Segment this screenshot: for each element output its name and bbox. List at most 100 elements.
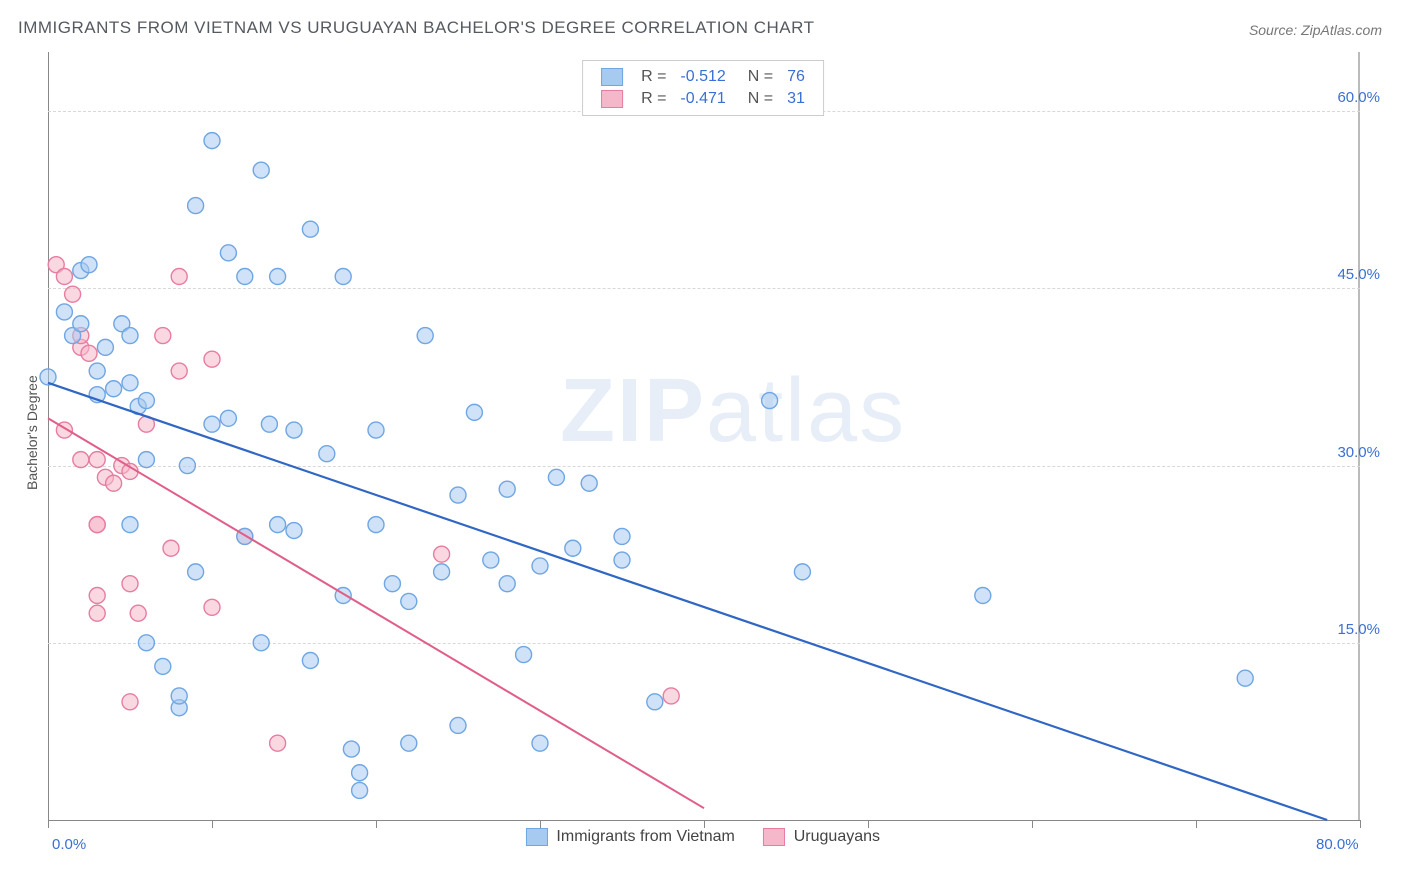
scatter-point xyxy=(188,564,204,580)
legend-swatch-vietnam xyxy=(601,68,623,86)
scatter-point xyxy=(138,452,154,468)
scatter-point xyxy=(106,475,122,491)
scatter-point xyxy=(130,605,146,621)
r-value-uruguay: -0.471 xyxy=(674,89,731,109)
scatter-point xyxy=(155,658,171,674)
scatter-point xyxy=(384,576,400,592)
y-axis-label: Bachelor's Degree xyxy=(24,375,40,490)
scatter-point xyxy=(794,564,810,580)
scatter-point xyxy=(171,268,187,284)
scatter-point xyxy=(368,422,384,438)
scatter-point xyxy=(171,363,187,379)
scatter-point xyxy=(81,345,97,361)
scatter-point xyxy=(532,558,548,574)
scatter-point xyxy=(220,245,236,261)
scatter-point xyxy=(368,517,384,533)
scatter-point xyxy=(188,198,204,214)
scatter-point xyxy=(286,523,302,539)
x-tick xyxy=(212,820,213,828)
scatter-point xyxy=(352,782,368,798)
scatter-point xyxy=(548,469,564,485)
scatter-point xyxy=(122,694,138,710)
x-tick xyxy=(704,820,705,828)
scatter-point xyxy=(204,351,220,367)
scatter-point xyxy=(237,268,253,284)
r-label-vietnam: R = xyxy=(635,67,672,87)
scatter-point xyxy=(302,652,318,668)
scatter-point xyxy=(466,404,482,420)
scatter-point xyxy=(499,481,515,497)
scatter-point xyxy=(450,717,466,733)
scatter-point xyxy=(302,221,318,237)
scatter-point xyxy=(155,328,171,344)
scatter-point xyxy=(204,416,220,432)
scatter-point xyxy=(343,741,359,757)
scatter-point xyxy=(270,517,286,533)
scatter-point xyxy=(450,487,466,503)
scatter-point xyxy=(171,688,187,704)
legend-bottom: Immigrants from Vietnam Uruguayans xyxy=(514,828,892,846)
scatter-point xyxy=(220,410,236,426)
chart-title: IMMIGRANTS FROM VIETNAM VS URUGUAYAN BAC… xyxy=(18,18,814,38)
scatter-point xyxy=(40,369,56,385)
x-tick xyxy=(540,820,541,828)
r-label-uruguay: R = xyxy=(635,89,672,109)
scatter-point xyxy=(286,422,302,438)
legend-label-uruguay: Uruguayans xyxy=(794,828,880,845)
scatter-point xyxy=(89,363,105,379)
scatter-point xyxy=(253,162,269,178)
scatter-point xyxy=(261,416,277,432)
n-label-uruguay: N = xyxy=(734,89,779,109)
scatter-point xyxy=(89,605,105,621)
scatter-point xyxy=(434,564,450,580)
legend-swatch-uruguay xyxy=(601,90,623,108)
scatter-point xyxy=(89,452,105,468)
scatter-point xyxy=(401,593,417,609)
scatter-point xyxy=(106,381,122,397)
scatter-point xyxy=(97,339,113,355)
scatter-point xyxy=(1237,670,1253,686)
scatter-point xyxy=(204,599,220,615)
scatter-point xyxy=(532,735,548,751)
scatter-point xyxy=(565,540,581,556)
legend-row-uruguay: R = -0.471 N = 31 xyxy=(595,89,811,109)
scatter-point xyxy=(762,393,778,409)
x-tick xyxy=(1196,820,1197,828)
legend-top: R = -0.512 N = 76 R = -0.471 N = 31 xyxy=(582,60,824,116)
scatter-point xyxy=(138,635,154,651)
x-tick xyxy=(1360,820,1361,828)
legend-swatch-uruguay-bottom xyxy=(763,828,785,846)
scatter-point xyxy=(270,268,286,284)
x-tick-label: 80.0% xyxy=(1316,836,1359,853)
legend-row-vietnam: R = -0.512 N = 76 xyxy=(595,67,811,87)
legend-bottom-vietnam: Immigrants from Vietnam xyxy=(526,828,735,846)
scatter-point xyxy=(89,588,105,604)
scatter-point xyxy=(401,735,417,751)
scatter-point xyxy=(138,393,154,409)
scatter-point xyxy=(73,452,89,468)
scatter-point xyxy=(614,552,630,568)
scatter-point xyxy=(65,286,81,302)
n-value-uruguay: 31 xyxy=(781,89,811,109)
scatter-point xyxy=(122,375,138,391)
trend-line xyxy=(48,383,1327,820)
scatter-point xyxy=(122,517,138,533)
chart-svg xyxy=(48,52,1360,820)
scatter-point xyxy=(319,446,335,462)
x-tick xyxy=(48,820,49,828)
r-value-vietnam: -0.512 xyxy=(674,67,731,87)
x-tick-label: 0.0% xyxy=(52,836,86,853)
scatter-point xyxy=(434,546,450,562)
legend-swatch-vietnam-bottom xyxy=(526,828,548,846)
scatter-point xyxy=(647,694,663,710)
x-tick xyxy=(868,820,869,828)
x-tick xyxy=(376,820,377,828)
scatter-point xyxy=(163,540,179,556)
scatter-point xyxy=(81,257,97,273)
scatter-point xyxy=(179,458,195,474)
scatter-point xyxy=(122,576,138,592)
scatter-point xyxy=(417,328,433,344)
scatter-point xyxy=(89,517,105,533)
scatter-point xyxy=(516,647,532,663)
scatter-point xyxy=(253,635,269,651)
